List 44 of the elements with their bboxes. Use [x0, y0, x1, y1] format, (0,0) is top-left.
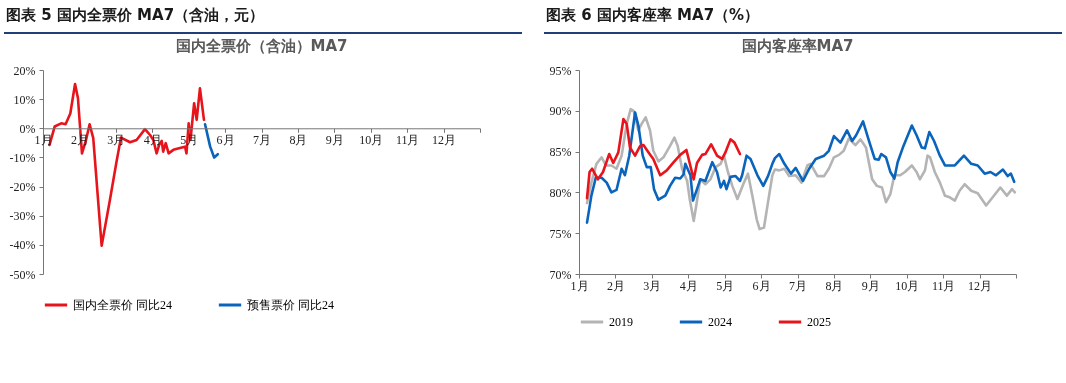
x-tick-label: 11月: [395, 132, 420, 147]
legend-label: 国内全票价 同比24: [73, 298, 172, 312]
y-tick-label: -50%: [9, 267, 36, 282]
x-tick-label: 10月: [359, 132, 384, 147]
y-tick-label: -30%: [9, 209, 36, 224]
y-tick-label: -40%: [9, 238, 36, 253]
chart-title: 图表 5 国内全票价 MA7（含油，元）: [4, 4, 522, 34]
legend-label: 预售票价 同比24: [247, 298, 334, 312]
x-tick-label: 4月: [679, 278, 698, 293]
legend-label: 2025: [807, 315, 831, 329]
x-tick-label: 3月: [643, 278, 662, 293]
y-tick-label: 85%: [549, 145, 572, 160]
chart-subtitle: 国内客座率MA7: [741, 37, 854, 55]
line-series: [203, 122, 220, 159]
x-tick-label: 8月: [825, 278, 844, 293]
chart-title: 图表 6 国内客座率 MA7（%）: [544, 4, 1062, 34]
y-tick-label: 80%: [549, 185, 572, 200]
x-tick-label: 12月: [968, 278, 993, 293]
legend-label: 2019: [609, 315, 633, 329]
y-tick-label: 95%: [549, 63, 572, 78]
x-tick-label: 5月: [716, 278, 735, 293]
x-tick-label: 11月: [931, 278, 956, 293]
line-series: [585, 117, 742, 200]
x-tick-label: 7月: [253, 132, 271, 147]
x-tick-label: 12月: [432, 132, 457, 147]
legend-label: 2024: [708, 315, 732, 329]
x-tick-label: 6月: [752, 278, 771, 293]
y-tick-label: -20%: [9, 180, 36, 195]
y-tick-label: 75%: [549, 226, 572, 241]
y-tick-label: -10%: [9, 150, 36, 165]
x-tick-label: 9月: [861, 278, 880, 293]
x-tick-label: 9月: [325, 132, 344, 147]
y-tick-label: 70%: [549, 267, 572, 282]
x-tick-label: 8月: [289, 132, 308, 147]
y-tick-label: 10%: [13, 92, 36, 107]
x-tick-label: 6月: [216, 132, 235, 147]
y-tick-label: 0%: [19, 121, 36, 136]
y-tick-label: 90%: [549, 104, 572, 119]
chart-subtitle: 国内全票价（含油）MA7: [175, 37, 348, 55]
y-tick-label: 20%: [13, 63, 36, 78]
x-tick-label: 2月: [606, 278, 625, 293]
x-tick-label: 7月: [789, 278, 807, 293]
x-tick-label: 10月: [895, 278, 920, 293]
x-tick-label: 1月: [570, 278, 589, 293]
